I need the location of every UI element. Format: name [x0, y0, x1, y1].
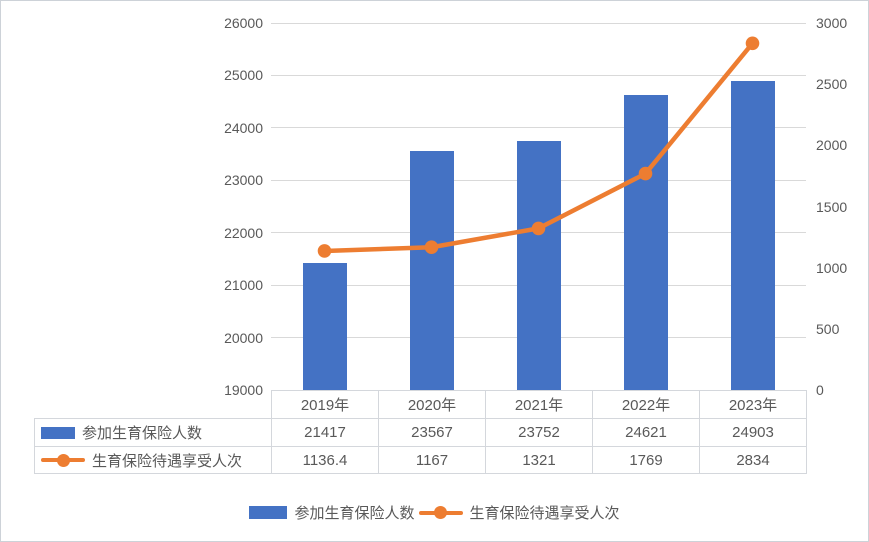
bar	[409, 150, 454, 390]
gridline	[271, 127, 806, 129]
left-axis-tick-label: 22000	[224, 224, 263, 241]
gridline	[271, 74, 806, 76]
table-series-name: 参加生育保险人数	[82, 425, 203, 442]
left-axis-tick-label: 21000	[224, 277, 263, 294]
table-value-cell: 1769	[592, 446, 699, 474]
left-axis-tick-label: 25000	[224, 67, 263, 84]
legend-item: 生育保险待遇享受人次	[418, 502, 620, 523]
right-axis-tick-label: 2000	[816, 137, 848, 154]
left-axis-tick-label: 20000	[224, 329, 263, 346]
table-value-cell: 24903	[699, 418, 807, 446]
bar	[730, 80, 775, 390]
right-axis-tick-label: 2500	[816, 76, 848, 93]
right-axis-tick-label: 0	[816, 382, 824, 398]
table-value-cell: 1167	[378, 446, 485, 474]
legend-item: 参加生育保险人数	[249, 502, 415, 523]
table-header-cell: 2022年	[592, 390, 699, 418]
legend-bar-swatch-icon	[249, 506, 288, 519]
table-header-cell: 2021年	[485, 390, 592, 418]
table-series-name: 生育保险待遇享受人次	[92, 452, 243, 470]
line-series-key-icon	[41, 453, 85, 467]
line-key-marker	[56, 453, 70, 467]
left-axis-tick-label: 23000	[224, 172, 263, 189]
right-axis-tick-label: 1000	[816, 259, 848, 276]
bar-series-key-icon	[41, 426, 75, 439]
bar	[302, 263, 347, 390]
table-value-cell: 23752	[485, 418, 592, 446]
table-value-cell: 2834	[699, 446, 807, 474]
right-axis-tick-label: 3000	[816, 15, 848, 31]
table-value-cell: 1321	[485, 446, 592, 474]
table-header-cell: 2019年	[271, 390, 378, 418]
left-axis-tick-label: 24000	[224, 119, 263, 136]
left-axis-tick-label: 26000	[224, 15, 263, 31]
table-series-label-cell: 生育保险待遇享受人次	[34, 446, 271, 474]
left-axis-tick-label: 19000	[224, 382, 263, 398]
table-value-cell: 1136.4	[271, 446, 378, 474]
line-data-point-marker	[317, 244, 332, 258]
table-value-cell: 24621	[592, 418, 699, 446]
legend-line-swatch-icon	[418, 506, 463, 520]
table-value-cell: 23567	[378, 418, 485, 446]
table-series-label-cell: 参加生育保险人数	[34, 418, 271, 446]
right-axis-tick-label: 1500	[816, 198, 848, 215]
table-value-cell: 21417	[271, 418, 378, 446]
line-key-marker	[434, 506, 447, 519]
table-header-cell: 2020年	[378, 390, 485, 418]
legend-label: 生育保险待遇享受人次	[469, 505, 620, 522]
bar	[516, 140, 561, 390]
line-data-point-marker	[745, 36, 760, 51]
gridline	[271, 22, 806, 24]
bar	[623, 95, 668, 390]
table-header-cell: 2023年	[699, 390, 807, 418]
legend-label: 参加生育保险人数	[294, 505, 415, 522]
chart-legend: 参加生育保险人数 生育保险待遇享受人次	[1, 502, 868, 523]
right-axis-tick-label: 500	[816, 320, 840, 337]
